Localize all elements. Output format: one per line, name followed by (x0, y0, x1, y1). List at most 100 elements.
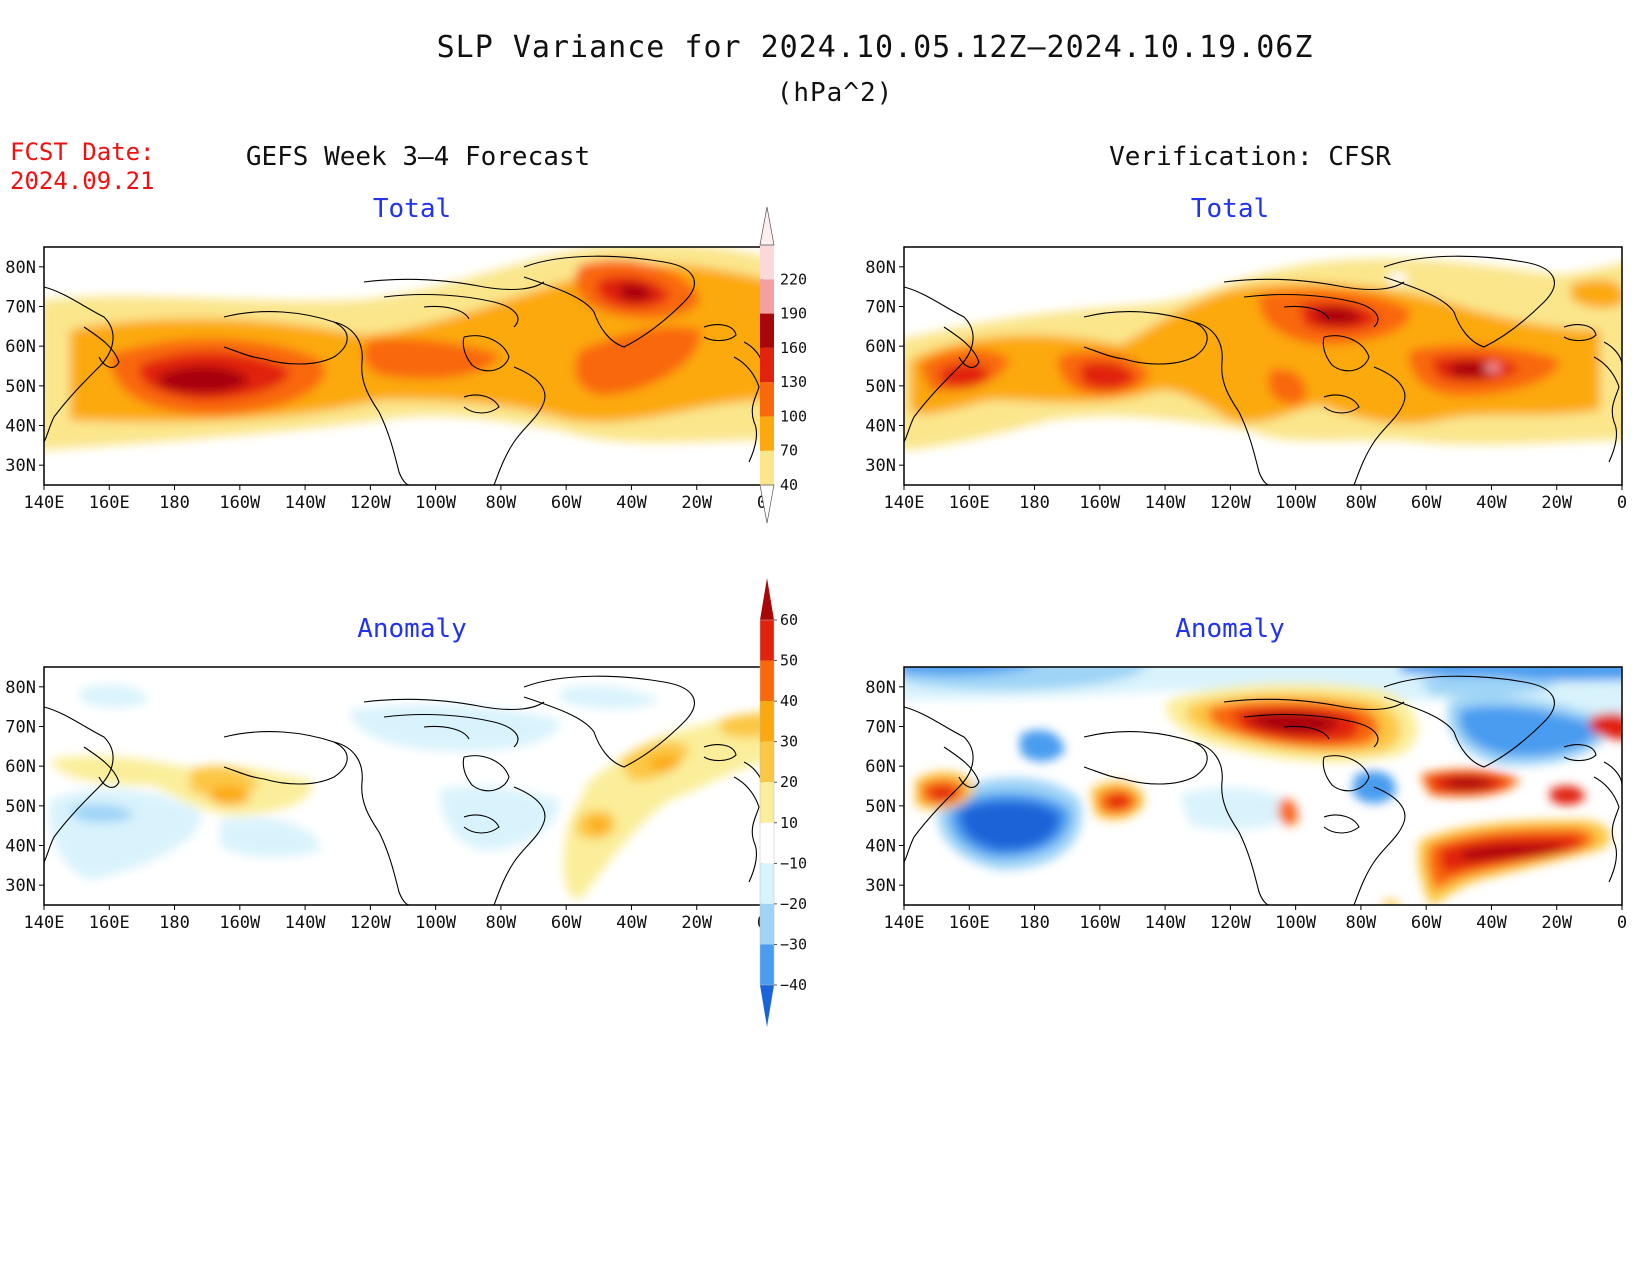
coastline-path (463, 394, 500, 414)
lat-tick-label: 30N (865, 456, 896, 476)
lon-tick-label: 60W (551, 493, 582, 513)
lat-tick-label: 70N (865, 298, 896, 318)
map-panel-verification-anomaly (904, 667, 1622, 905)
lon-tick-label: 40W (616, 913, 647, 933)
lat-tick-label: 40N (5, 837, 36, 857)
lat-tick-label: 80N (5, 678, 36, 698)
lon-tick-label: 80W (1346, 913, 1377, 933)
colorbar-anomaly-label: 60 (780, 611, 798, 629)
colorbar-total-top-arrow (759, 206, 775, 246)
lon-tick-label: 140W (1145, 493, 1187, 513)
colorbar-total-label: 160 (780, 339, 807, 357)
chart-title: SLP Variance for 2024.10.05.12Z–2024.10.… (436, 30, 1314, 65)
panel-title-forecast-anomaly: Anomaly (357, 614, 467, 644)
map-panel-forecast-anomaly (44, 667, 762, 905)
coastline-path (43, 286, 114, 443)
colorbars: 40 70 100 130 160 190 220 60 50 40 30 20 10 −10 −20 −30… (759, 206, 807, 1027)
coastline-forecast-total (43, 255, 763, 486)
lon-tick-label: 60W (551, 913, 582, 933)
lon-tick-label: 160W (1079, 913, 1121, 933)
colorbar-anomaly-label: 10 (780, 814, 798, 832)
forecast-column-title: GEFS Week 3–4 Forecast (245, 142, 591, 172)
lat-tick-label: 60N (5, 757, 36, 777)
colorbar-anomaly-box (760, 620, 774, 661)
coastline-path (383, 293, 519, 328)
coastline-path (943, 326, 980, 368)
coastline-path (943, 746, 980, 788)
coastline-path (1563, 744, 1597, 762)
lon-tick-label: 100W (1275, 493, 1317, 513)
lat-tick-label: 70N (865, 718, 896, 738)
coastline-path (1193, 741, 1270, 906)
coastline-path (333, 321, 410, 486)
lon-tick-label: 140W (285, 913, 327, 933)
lon-tick-label: 80W (486, 493, 517, 513)
lat-tick-label: 40N (865, 417, 896, 437)
forecast-date-label: FCST Date: (10, 138, 155, 166)
coastline-path (903, 286, 974, 443)
colorbar-anomaly-label: −10 (780, 854, 807, 872)
colorbar-anomaly-label: 30 (780, 733, 798, 751)
lat-tick-label: 80N (865, 258, 896, 278)
lon-tick-label: 160W (1079, 493, 1121, 513)
coastline-path (493, 786, 546, 906)
lon-tick-label: 160E (89, 913, 130, 933)
coastline-path (462, 755, 510, 792)
coastline-path (423, 725, 470, 740)
map-panel-verification-total (904, 247, 1622, 485)
colorbar-total-box (760, 245, 774, 280)
coastline-path (83, 326, 120, 368)
colorbar-anomaly-box (760, 701, 774, 742)
coastline-path (1322, 335, 1370, 372)
lon-tick-label: 120W (1210, 913, 1252, 933)
colorbar-anomaly-box (760, 741, 774, 783)
coastline-path (523, 675, 695, 768)
lon-tick-label: 140E (884, 493, 925, 513)
coastline-path (1322, 755, 1370, 792)
lon-tick-label: 160W (219, 493, 261, 513)
lon-tick-label: 180 (159, 913, 190, 933)
colorbar-total-box (760, 416, 774, 451)
forecast-date-value: 2024.09.21 (10, 167, 155, 195)
colorbar-anomaly-box (760, 863, 774, 904)
lat-tick-label: 30N (5, 456, 36, 476)
lat-tick-label: 80N (865, 678, 896, 698)
coastline-path (1243, 293, 1379, 328)
coastline-path (1193, 321, 1270, 486)
coastline-path (363, 278, 545, 291)
map-panel-forecast-total (44, 247, 762, 485)
coastline-verification-total (903, 255, 1623, 486)
coastline-path (1593, 776, 1620, 883)
coastlines (43, 255, 1623, 906)
colorbar-anomaly-box (760, 660, 774, 702)
frame-verification-total (903, 246, 1623, 486)
coastline-path (1283, 725, 1330, 740)
panel-title-verification-anomaly: Anomaly (1175, 614, 1285, 644)
lon-tick-label: 60W (1411, 493, 1442, 513)
coastline-path (1323, 814, 1360, 834)
lon-tick-label: 160W (219, 913, 261, 933)
lon-tick-label: 180 (1019, 493, 1050, 513)
lon-tick-label: 160E (949, 493, 990, 513)
colorbar-anomaly-label: 40 (780, 692, 798, 710)
colorbar-total-label: 220 (780, 270, 807, 288)
lat-tick-label: 70N (5, 718, 36, 738)
coastline-path (463, 814, 500, 834)
lon-tick-label: 140W (285, 493, 327, 513)
coastline-path (1083, 311, 1208, 365)
colorbar-anomaly-label: −20 (780, 895, 807, 913)
coastline-path (1323, 394, 1360, 414)
coastline-path (733, 356, 760, 463)
colorbar-total-label: 70 (780, 442, 798, 460)
colorbar-anomaly-top-arrow (760, 578, 774, 620)
lat-tick-label: 60N (5, 337, 36, 357)
coastline-path (423, 305, 470, 320)
coastline-path (1223, 698, 1405, 711)
lat-tick-label: 60N (865, 757, 896, 777)
lon-tick-label: 120W (350, 493, 392, 513)
lon-tick-label: 120W (350, 913, 392, 933)
lat-tick-label: 60N (865, 337, 896, 357)
coastline-path (1283, 305, 1330, 320)
lon-tick-label: 100W (1275, 913, 1317, 933)
